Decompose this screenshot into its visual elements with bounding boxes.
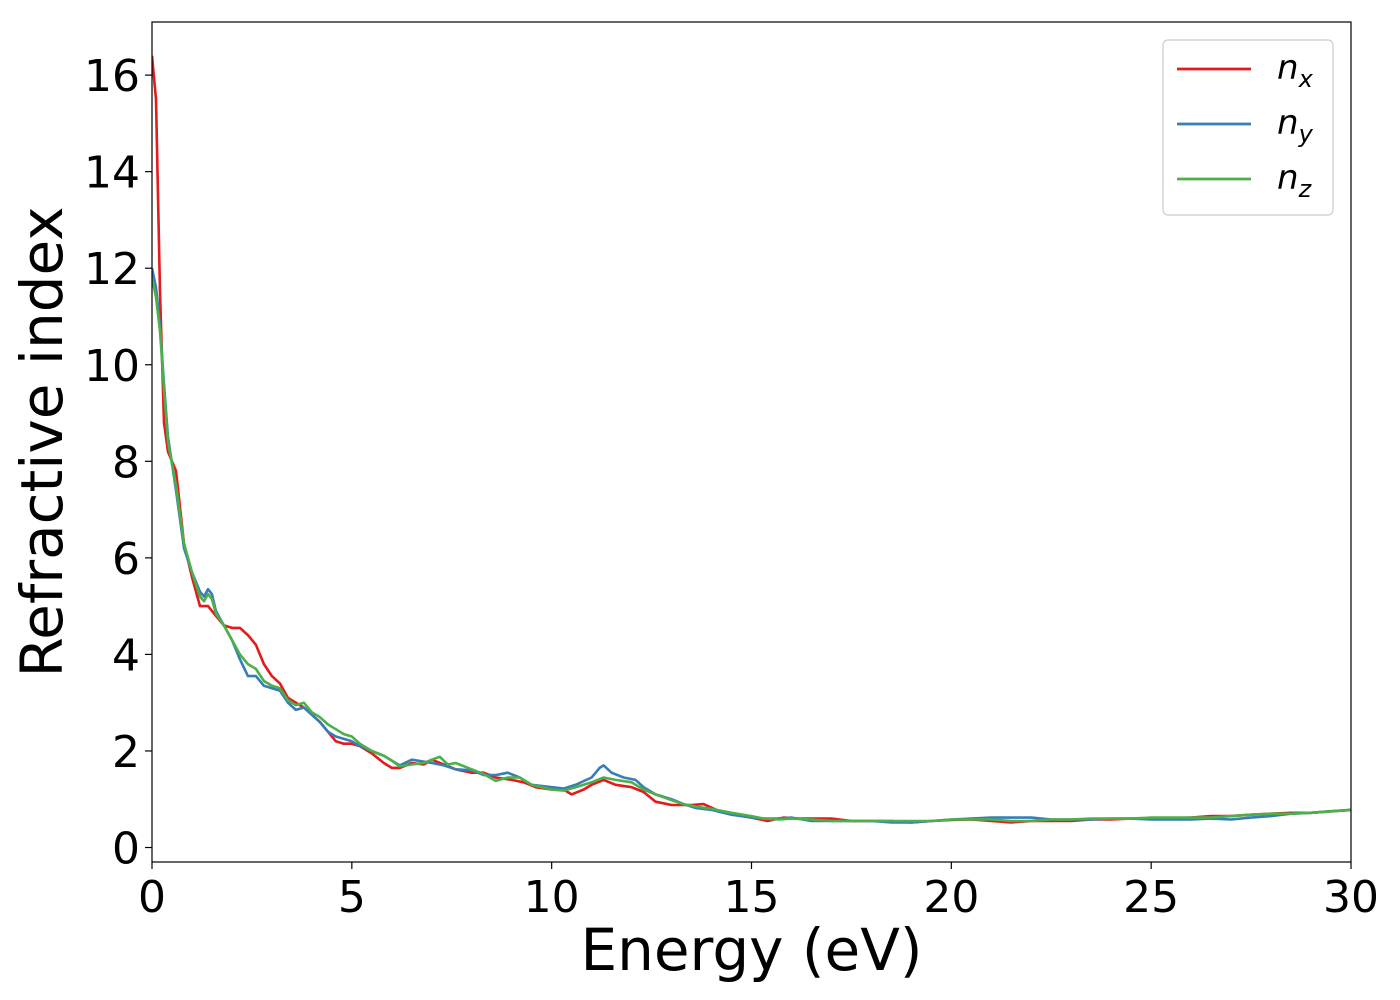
x-tick-label: 20 bbox=[923, 872, 979, 923]
legend-label-ny: ny bbox=[1277, 103, 1314, 148]
legend-box bbox=[1162, 39, 1334, 216]
x-tick-label: 5 bbox=[338, 872, 366, 923]
x-tick-label: 30 bbox=[1323, 872, 1379, 923]
x-axis-title: Energy (eV) bbox=[580, 916, 922, 984]
x-tick-label: 15 bbox=[724, 872, 780, 923]
x-tick-label: 25 bbox=[1123, 872, 1179, 923]
y-tick-label: 10 bbox=[84, 341, 140, 392]
y-tick-label: 0 bbox=[112, 824, 140, 875]
y-tick-label: 16 bbox=[84, 51, 140, 102]
series-line-nz bbox=[152, 277, 1351, 823]
series-layer bbox=[152, 55, 1351, 824]
series-line-ny bbox=[152, 267, 1351, 824]
y-tick-label: 4 bbox=[112, 630, 140, 681]
x-tick-label: 0 bbox=[138, 872, 166, 923]
y-tick-label: 6 bbox=[112, 534, 140, 585]
y-tick-label: 14 bbox=[84, 148, 140, 199]
y-tick-label: 12 bbox=[84, 244, 140, 295]
x-axis-ticks: 0 5 10 15 20 25 30 bbox=[138, 862, 1379, 923]
y-tick-label: 2 bbox=[112, 727, 140, 778]
x-tick-label: 10 bbox=[524, 872, 580, 923]
y-tick-label: 8 bbox=[112, 437, 140, 488]
y-axis-title: Refractive index bbox=[8, 206, 76, 677]
y-axis-ticks: 0 2 4 6 8 10 12 14 16 bbox=[84, 51, 152, 875]
